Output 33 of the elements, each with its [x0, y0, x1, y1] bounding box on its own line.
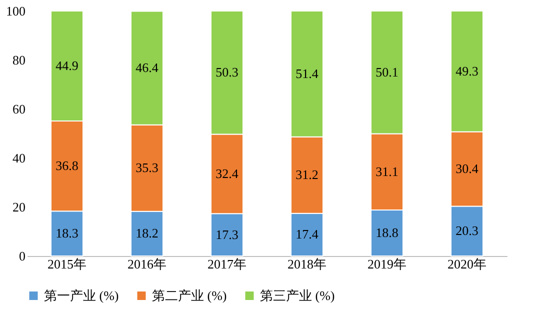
y-tick-label: 60	[12, 102, 26, 116]
x-tick-label: 2015年	[48, 256, 86, 272]
data-label: 35.3	[136, 160, 158, 176]
data-label: 51.4	[296, 66, 319, 81]
y-tick-label: 0	[19, 248, 26, 264]
legend-label: 第三产业 (%)	[260, 288, 335, 303]
data-label: 50.3	[216, 64, 238, 80]
data-label: 17.3	[216, 226, 238, 242]
legend-label: 第二产业 (%)	[152, 288, 227, 303]
legend-label: 第一产业 (%)	[44, 288, 119, 303]
data-label: 49.3	[456, 63, 478, 78]
data-label: 31.1	[376, 164, 398, 179]
data-label: 50.1	[376, 64, 398, 80]
data-label: 32.4	[216, 166, 239, 181]
data-label: 31.2	[296, 167, 318, 182]
data-label: 18.3	[56, 226, 78, 241]
data-label: 44.9	[56, 58, 78, 74]
x-tick-label: 2020年	[448, 256, 486, 272]
data-label: 18.8	[376, 224, 398, 240]
y-tick-label: 100	[6, 4, 26, 18]
data-label: 20.3	[456, 223, 478, 238]
x-tick-label: 2019年	[368, 256, 406, 272]
y-tick-label: 40	[12, 150, 26, 166]
y-tick-label: 20	[12, 200, 26, 214]
data-label: 30.4	[456, 161, 479, 176]
x-tick-label: 2016年	[128, 256, 166, 272]
x-tick-label: 2017年	[208, 256, 246, 272]
data-label: 18.2	[136, 226, 158, 241]
y-tick-label: 80	[12, 52, 26, 68]
x-tick-label: 2018年	[288, 256, 326, 272]
data-label: 36.8	[56, 158, 78, 174]
data-label: 17.4	[296, 226, 319, 242]
data-label: 46.4	[136, 60, 159, 76]
